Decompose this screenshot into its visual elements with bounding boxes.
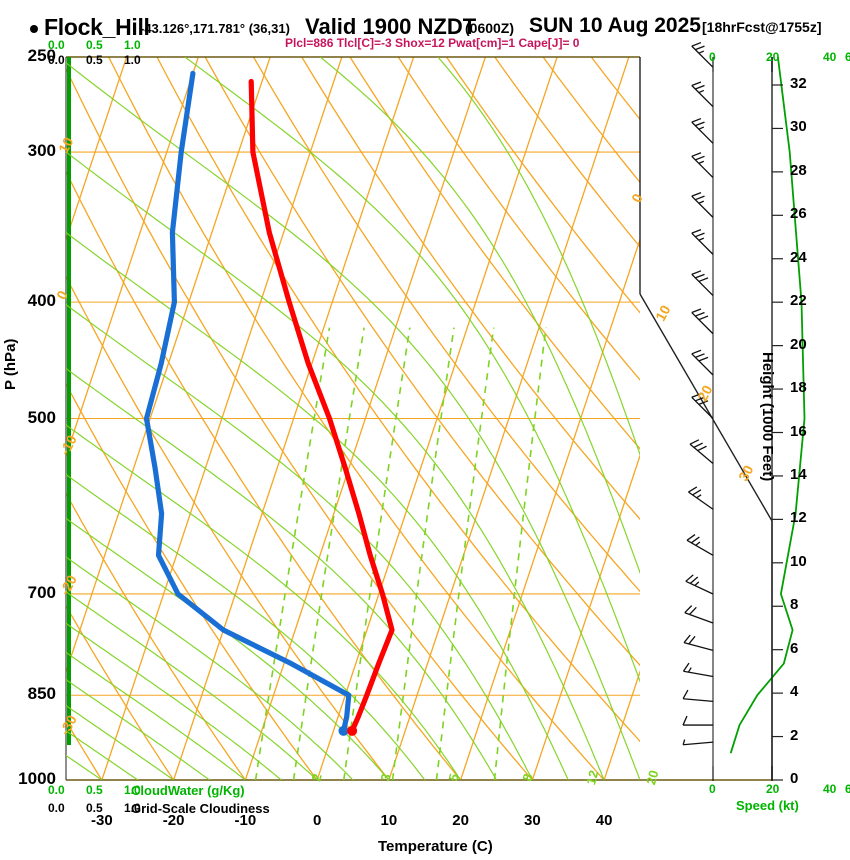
wind-barb: [685, 574, 714, 595]
speed-tick-top: 40: [823, 50, 837, 64]
dewpoint-profile: [143, 70, 352, 734]
speed-axis-top: [712, 57, 773, 72]
pressure-tick: 1000: [18, 769, 56, 788]
station-coordinates: -43.126°,171.781° (36,31): [140, 21, 290, 36]
cloudiness-tick-top: 1.0: [124, 53, 141, 67]
speed-tick-bottom: 6: [845, 782, 850, 796]
wind-barb: [684, 605, 714, 624]
temperature-tick: 40: [595, 812, 613, 829]
wind-barb: [682, 715, 713, 726]
cloudwater-tick-top: 0.0: [48, 38, 65, 52]
sounding-stats-line: Plcl=886 Tlcl[C]=-3 Shox=12 Pwat[cm]=1 C…: [285, 36, 580, 50]
valid-date-label: SUN 10 Aug 2025: [529, 14, 701, 37]
wind-barb: [688, 486, 714, 510]
temperature-axis-title: Temperature (C): [378, 838, 493, 855]
wind-barb: [682, 662, 714, 678]
cloudiness-tick-top: 0.5: [86, 53, 103, 67]
height-tick: 24: [790, 248, 807, 266]
station-name: Flock_Hill: [44, 14, 150, 40]
height-axis-title: Height (1000 Feet): [759, 352, 776, 482]
cloudwater-tick-top: 1.0: [124, 38, 141, 52]
height-tick: 6: [790, 639, 799, 657]
wind-barbs: [682, 41, 714, 746]
temperature-tick: 0: [312, 812, 322, 829]
height-tick: 8: [790, 596, 799, 614]
pressure-tick: 700: [27, 582, 56, 602]
speed-tick-bottom: 0: [709, 782, 716, 796]
height-tick: 28: [790, 161, 807, 179]
wind-barb: [691, 117, 714, 144]
wind-barb: [691, 192, 714, 218]
cloudiness-tick-top: 0.0: [48, 53, 65, 67]
wind-barb: [686, 534, 714, 556]
title-bar: Flock_Hill -43.126°,171.781° (36,31) Val…: [0, 6, 850, 40]
cloudiness-tick-bottom: 1.0: [124, 801, 141, 815]
speed-tick-bottom: 40: [823, 782, 837, 796]
height-tick: 26: [790, 205, 807, 223]
height-tick: 2: [790, 726, 799, 744]
height-tick: 16: [790, 422, 807, 440]
temperature-tick: -20: [162, 812, 185, 829]
pressure-tick: 500: [27, 407, 56, 427]
wind-barb: [683, 634, 714, 652]
pressure-tick: 850: [27, 684, 56, 704]
pressure-tick: 300: [27, 141, 56, 161]
wind-barb: [682, 739, 714, 746]
speed-axis-title: Speed (kt): [736, 798, 799, 813]
speed-axis-bottom: [712, 766, 773, 781]
wind-barb: [691, 308, 714, 335]
cloudwater-tick-bottom: 1.0: [124, 783, 141, 797]
speed-tick-top: 20: [766, 50, 780, 64]
wind-barb: [691, 270, 714, 297]
cloudwater-tick-bottom: 0.5: [86, 783, 103, 797]
temperature-tick: -30: [91, 812, 113, 829]
wind-barb: [691, 393, 714, 419]
height-tick: 20: [790, 335, 807, 353]
pressure-axis-title: P (hPa): [2, 338, 19, 390]
speed-tick-top: 0: [709, 50, 716, 64]
temperature-tick: 30: [524, 812, 541, 829]
pressure-tick: 250: [27, 46, 56, 65]
cloudwater-axis-title: CloudWater (g/Kg): [131, 783, 245, 798]
speed-tick-top: 6: [845, 50, 850, 64]
height-tick: 18: [790, 379, 807, 397]
height-tick: 32: [790, 75, 807, 92]
height-tick: 10: [790, 552, 807, 570]
cloudwater-tick-bottom: 0.0: [48, 783, 65, 797]
wind-barb: [691, 152, 714, 178]
station-marker-icon: [30, 25, 38, 33]
wind-barb: [691, 349, 714, 376]
cloudiness-tick-bottom: 0.5: [86, 801, 103, 815]
height-tick: 0: [790, 770, 799, 787]
wind-barb: [691, 41, 714, 68]
wind-speed-profile: [729, 56, 806, 754]
speed-tick-bottom: 20: [766, 782, 780, 796]
cloudiness-axis-title: Grid-Scale Cloudiness: [131, 801, 270, 816]
temperature-tick: -10: [234, 812, 257, 829]
height-tick: 12: [790, 509, 807, 527]
wind-barb: [689, 439, 714, 464]
valid-time-label: Valid 1900 NZDT: [305, 14, 477, 39]
forecast-tag: [18hrFcst@1755z]: [702, 19, 822, 35]
height-tick: 4: [790, 683, 799, 701]
wind-barb: [691, 81, 714, 108]
cloudwater-tick-top: 0.5: [86, 38, 103, 52]
wind-barb: [682, 689, 714, 702]
temperature-tick: 10: [380, 812, 398, 829]
height-tick: 22: [790, 292, 807, 310]
wind-barb: [691, 229, 714, 255]
temperature-profile: [248, 78, 395, 734]
cloudiness-tick-bottom: 0.0: [48, 801, 65, 815]
height-tick: 14: [790, 465, 807, 483]
temperature-tick: 20: [452, 812, 469, 829]
height-tick: 30: [790, 118, 807, 136]
height-axis: [771, 57, 783, 781]
pressure-tick: 400: [27, 291, 56, 311]
valid-utc-label: (0600Z): [465, 20, 515, 36]
